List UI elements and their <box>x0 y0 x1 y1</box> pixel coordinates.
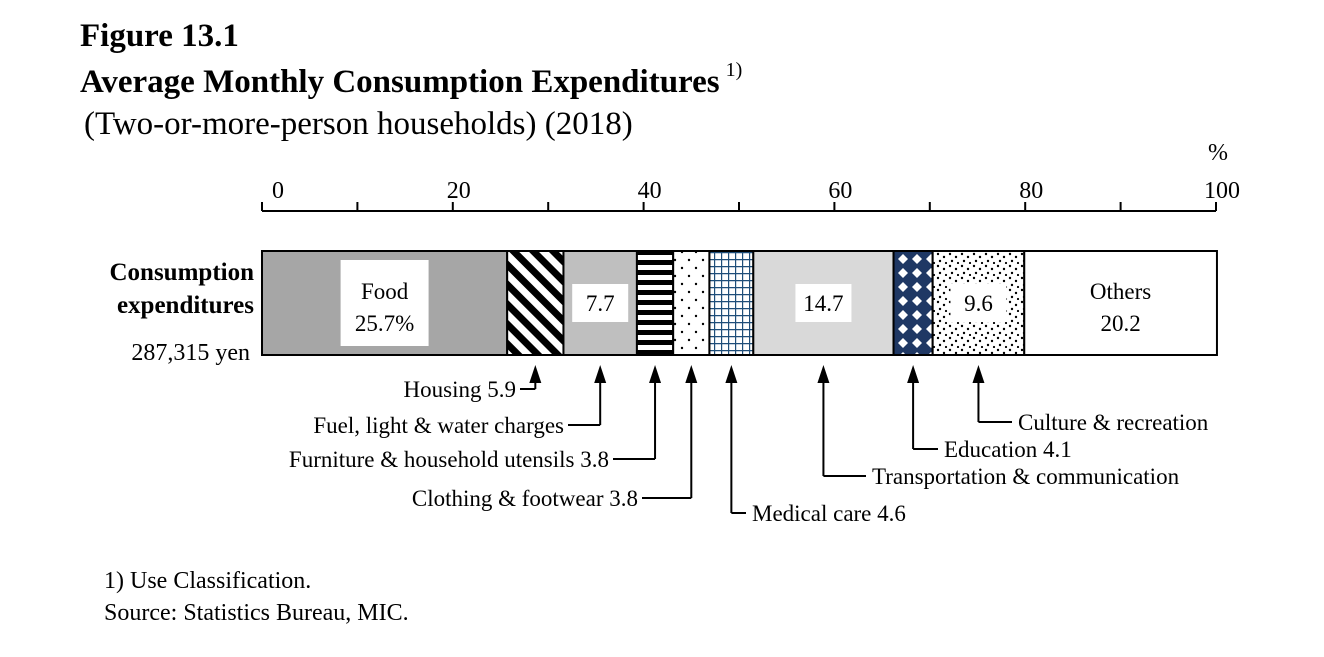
segment-label-food: Food <box>361 279 409 304</box>
source-note: Source: Statistics Bureau, MIC. <box>104 600 409 626</box>
callout-label-transportation-and-communication: Transportation & communication <box>872 464 1180 489</box>
callouts: Housing 5.9 Fuel, light & water charges Fu… <box>289 365 1209 526</box>
row-label-line: expenditures <box>117 292 254 319</box>
segment-label-box <box>340 260 429 346</box>
axis-unit-label: % <box>1208 140 1228 166</box>
bar-segment-others <box>1023 250 1218 356</box>
tick-label: 60 <box>828 178 852 204</box>
callout-arrow <box>529 365 542 383</box>
bar-segment-housing <box>506 250 565 356</box>
tick-label: 20 <box>447 178 471 204</box>
callout-label-fuel-light-and-water-charges: Fuel, light & water charges <box>313 413 564 438</box>
callout-arrow <box>817 365 830 383</box>
callout-arrow <box>594 365 607 383</box>
chart-subtitle: (Two-or-more-person households) (2018) <box>84 106 633 142</box>
segment-label-box <box>795 284 852 322</box>
callout-label-medical-care: Medical care 4.6 <box>752 501 906 526</box>
callout-arrow <box>725 365 738 383</box>
callout-label-clothing-and-footwear: Clothing & footwear 3.8 <box>412 486 638 511</box>
callout-label-culture-and-recreation: Culture & recreation <box>1018 410 1209 435</box>
tick-label: 40 <box>638 178 662 204</box>
footnote: 1) Use Classification. <box>104 568 312 594</box>
tick-label: 80 <box>1019 178 1043 204</box>
callout-arrow <box>649 365 662 383</box>
chart-title: Average Monthly Consumption Expenditures… <box>80 59 742 101</box>
callout-label-housing: Housing 5.9 <box>404 377 516 402</box>
callout-label-furniture-and-household-utensils: Furniture & household utensils 3.8 <box>289 447 609 472</box>
callout-arrow <box>907 365 920 383</box>
segment-label-food: 25.7% <box>355 311 414 336</box>
segment-label-others: 20.2 <box>1100 311 1140 336</box>
bar-segment-medical-care <box>708 250 755 356</box>
chart-title-text: Average Monthly Consumption Expenditures <box>80 64 720 100</box>
bar-segment-education <box>892 250 934 356</box>
callout-label-education: Education 4.1 <box>944 437 1072 462</box>
segment-label-box <box>572 284 629 322</box>
segment-label-box <box>950 284 1007 322</box>
tick-label: 0 <box>272 178 284 204</box>
notes: 1) Use Classification. Source: Statistic… <box>104 565 409 629</box>
bar-segment-clothing-and-footwear <box>672 250 711 356</box>
segment-label-fuel-light-and-water-charges: 7.7 <box>586 291 615 316</box>
segment-label-others: Others <box>1090 279 1151 304</box>
callout-arrow <box>685 365 698 383</box>
row-label-line: Consumption <box>110 259 255 286</box>
row-labels: Consumption expenditures 287,315 yen <box>110 259 255 366</box>
segment-labels: Food 25.7% 7.7 14.7 9.6 Others 20.2 <box>340 260 1151 346</box>
figure-label: Figure 13.1 <box>80 18 239 54</box>
row-total-label: 287,315 yen <box>131 340 250 366</box>
callout-arrow <box>972 365 985 383</box>
x-axis: 0 20 40 60 80 100% <box>261 140 1240 212</box>
tick-label: 100 <box>1204 178 1240 204</box>
segment-label-culture-and-recreation: 9.6 <box>964 291 993 316</box>
title-footnote-mark: 1) <box>725 59 743 81</box>
segment-label-transportation-and-communication: 14.7 <box>803 291 843 316</box>
bar-segment-furniture-and-household-utensils <box>635 250 675 356</box>
